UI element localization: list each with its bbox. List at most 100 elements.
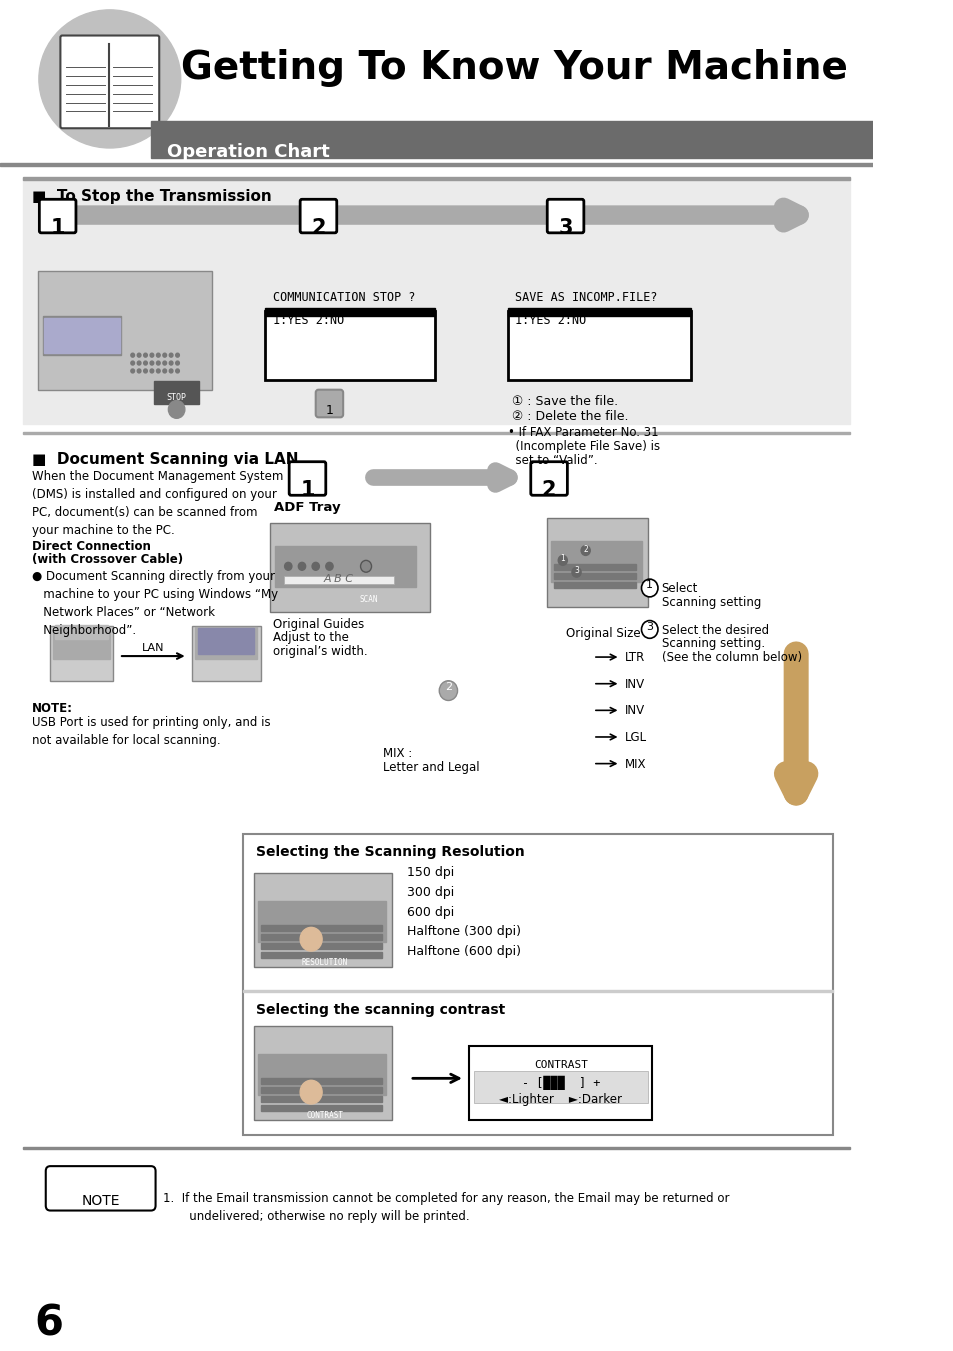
Text: MIX :: MIX : [382,747,412,759]
Text: Adjust to the: Adjust to the [273,631,348,644]
Bar [260,1088,381,1093]
Circle shape [169,361,172,365]
Text: Selecting the scanning contrast: Selecting the scanning contrast [256,1004,505,1017]
Circle shape [144,369,147,373]
Bar [44,317,120,353]
Text: ② : Delete the file.: ② : Delete the file. [512,411,628,423]
Circle shape [150,369,153,373]
Bar [260,925,381,931]
Circle shape [300,927,322,951]
FancyBboxPatch shape [547,200,583,232]
Text: SCAN: SCAN [359,594,377,604]
Text: 3: 3 [574,566,578,576]
Circle shape [175,353,179,357]
Text: Scanning setting: Scanning setting [661,596,760,609]
Circle shape [284,562,292,570]
FancyBboxPatch shape [39,200,76,232]
Bar [270,523,430,612]
FancyBboxPatch shape [289,462,325,496]
Bar [254,873,392,967]
Text: Selecting the Scanning Resolution: Selecting the Scanning Resolution [256,846,524,859]
Text: INV: INV [624,704,644,717]
Circle shape [150,361,153,365]
Bar [192,627,260,681]
Bar [194,627,257,659]
Circle shape [156,353,160,357]
Text: Letter and Legal: Letter and Legal [382,761,478,774]
Text: 2: 2 [444,682,452,692]
Bar [260,935,381,940]
Text: 150 dpi: 150 dpi [407,866,454,880]
Bar [242,990,832,992]
Circle shape [175,361,179,365]
Bar [53,631,110,659]
Text: 3: 3 [558,218,572,238]
Text: 2: 2 [582,544,587,554]
Text: Getting To Know Your Machine: Getting To Know Your Machine [181,50,847,88]
Bar [474,1071,647,1102]
Text: LGL: LGL [624,731,646,744]
Circle shape [640,580,658,597]
Bar [553,582,636,588]
FancyBboxPatch shape [530,462,567,496]
Bar [254,1025,392,1120]
Bar [469,1046,652,1120]
Bar [553,573,636,580]
Text: - [███  ] +: - [███ ] + [521,1075,599,1090]
Circle shape [360,561,371,573]
Text: 1.  If the Email transmission cannot be completed for any reason, the Email may : 1. If the Email transmission cannot be c… [163,1192,729,1223]
Bar [507,308,690,316]
Text: CONTRAST: CONTRAST [534,1059,587,1070]
Bar [265,311,435,380]
Circle shape [144,353,147,357]
Bar [242,834,832,1135]
Bar [51,627,112,681]
Text: 1: 1 [645,580,653,590]
Text: COMMUNICATION STOP ?
1:YES 2:NO: COMMUNICATION STOP ? 1:YES 2:NO [273,290,415,327]
Circle shape [300,1081,322,1104]
Text: 3: 3 [645,621,653,631]
Circle shape [169,400,185,419]
Bar [553,565,636,570]
Bar [55,626,108,639]
Circle shape [144,361,147,365]
Text: Scanning setting.: Scanning setting. [661,638,764,650]
Text: 6: 6 [34,1302,64,1344]
Text: ■  To Stop the Transmission: ■ To Stop the Transmission [32,189,272,204]
Text: Operation Chart: Operation Chart [168,143,330,161]
Text: ● Document Scanning directly from your
   machine to your PC using Windows “My
 : ● Document Scanning directly from your m… [32,570,278,638]
Circle shape [169,353,172,357]
Bar [0,162,872,166]
Circle shape [137,361,141,365]
Text: 2: 2 [311,218,325,238]
Bar [283,576,393,584]
Bar [23,1147,849,1150]
Bar [265,308,435,316]
Text: (Incomplete File Save) is: (Incomplete File Save) is [507,440,659,453]
Text: ① : Save the file.: ① : Save the file. [512,394,618,408]
Circle shape [163,361,167,365]
Circle shape [163,369,167,373]
Bar [260,1096,381,1102]
FancyBboxPatch shape [46,1166,155,1210]
Bar [258,901,386,942]
Text: A B C: A B C [323,574,354,584]
Circle shape [169,369,172,373]
Text: MIX: MIX [624,758,646,770]
Bar [153,381,199,404]
Text: CONTRAST: CONTRAST [306,1111,343,1120]
Circle shape [163,353,167,357]
Bar [550,540,641,582]
Text: When the Document Management System
(DMS) is installed and configured on your
PC: When the Document Management System (DMS… [32,470,283,536]
FancyBboxPatch shape [300,200,336,232]
Text: 600 dpi: 600 dpi [407,905,454,919]
Text: Direct Connection: Direct Connection [32,539,151,553]
Text: Original Size: Original Size [565,627,639,640]
Bar [260,952,381,958]
Text: ◄:Lighter    ►:Darker: ◄:Lighter ►:Darker [499,1093,621,1106]
FancyBboxPatch shape [315,389,343,417]
Text: • If FAX Parameter No. 31: • If FAX Parameter No. 31 [507,426,658,439]
Text: Halftone (300 dpi): Halftone (300 dpi) [407,925,520,939]
Text: Select: Select [661,582,698,594]
Text: ■  Document Scanning via LAN: ■ Document Scanning via LAN [32,451,298,467]
